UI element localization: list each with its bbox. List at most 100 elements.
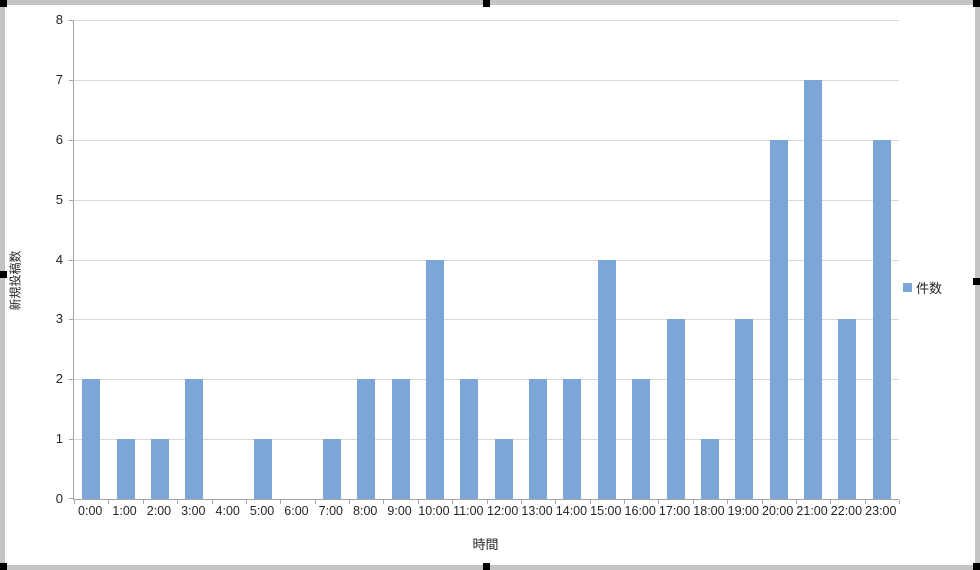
selection-handle-top-middle[interactable] [483, 0, 490, 7]
bar-20:00[interactable] [769, 139, 788, 499]
x-axis-tick [280, 500, 281, 504]
bar-22:00[interactable] [838, 319, 857, 499]
y-axis-tick-label: 8 [55, 12, 63, 27]
gridline [74, 79, 899, 81]
x-axis-tick-label: 23:00 [865, 504, 897, 518]
x-axis-tick-label: 3:00 [181, 504, 206, 518]
y-axis-tick-label: 7 [55, 71, 63, 87]
x-axis-tick-label: 7:00 [318, 504, 343, 518]
x-axis-tick-label: 2:00 [146, 504, 172, 518]
x-axis-tick [487, 500, 488, 504]
y-axis-tick [69, 439, 73, 441]
x-axis-tick-label: 13:00 [521, 504, 553, 518]
selection-handle-middle-left[interactable] [0, 271, 7, 278]
x-axis-tick-label: 18:00 [693, 504, 725, 518]
bar-17:00[interactable] [666, 319, 685, 499]
bar-11:00[interactable] [460, 379, 479, 499]
selection-handle-bottom-right[interactable] [973, 563, 980, 570]
bar-2:00[interactable] [150, 439, 169, 499]
bar-1:00[interactable] [116, 439, 135, 499]
x-axis-tick [452, 500, 453, 504]
x-axis-tick-label: 21:00 [796, 504, 828, 518]
y-axis-tick-label: 5 [55, 191, 63, 207]
x-axis-tick-label: 12:00 [487, 504, 519, 518]
bar-5:00[interactable] [254, 439, 273, 499]
x-axis-tick [555, 500, 556, 504]
bar-3:00[interactable] [185, 379, 204, 499]
bar-15:00[interactable] [597, 259, 616, 499]
x-axis-tick [658, 500, 659, 504]
chart-area: 0 1 2 3 4 5 6 7 8 0:00 1:00 2:00 3:00 4:00 5:00 6:00 7:… [5, 5, 975, 565]
y-axis-tick-label: 0 [55, 491, 63, 506]
bar-14:00[interactable] [563, 379, 582, 499]
x-axis-tick [143, 500, 144, 504]
x-axis-tick [830, 500, 831, 504]
bar-0:00[interactable] [82, 379, 101, 499]
x-axis-tick-label: 14:00 [555, 504, 588, 518]
gridline [74, 199, 899, 201]
bar-16:00[interactable] [632, 379, 651, 499]
x-axis-tick-label: 4:00 [215, 504, 240, 518]
x-axis-tick [624, 500, 625, 504]
x-axis-tick [108, 500, 109, 504]
x-axis-tick-label: 8:00 [353, 504, 378, 518]
y-axis-tick [69, 20, 73, 21]
x-axis-tick [383, 500, 384, 504]
x-axis-tick-label: 16:00 [624, 504, 656, 518]
x-axis-tick [727, 500, 728, 504]
x-axis-tick [349, 500, 350, 504]
x-axis-tick [796, 500, 797, 504]
x-axis-tick-label: 6:00 [284, 504, 309, 518]
x-axis-tick-label: 15:00 [590, 504, 622, 518]
bar-7:00[interactable] [322, 439, 341, 499]
legend-series-label: 件数 [916, 280, 943, 296]
bar-9:00[interactable] [391, 379, 410, 499]
x-axis-tick [693, 500, 694, 504]
selection-handle-bottom-left[interactable] [0, 563, 7, 570]
plot-area [69, 20, 900, 504]
bar-8:00[interactable] [357, 379, 376, 499]
x-axis-tick-label: 0:00 [78, 504, 103, 518]
x-axis-tick-label: 5:00 [249, 504, 275, 518]
y-axis-tick [69, 139, 73, 141]
selection-handle-top-right[interactable] [973, 0, 980, 7]
x-axis-tick-label: 22:00 [830, 504, 863, 518]
bar-19:00[interactable] [735, 319, 754, 499]
x-axis-tick [418, 500, 419, 504]
y-axis-tick-label: 4 [55, 251, 63, 267]
y-axis-title-text: 新規投稿数 [8, 249, 23, 311]
bar-13:00[interactable] [529, 379, 548, 499]
gridline [74, 20, 899, 21]
x-axis-tick [74, 500, 75, 504]
y-axis-tick-label: 1 [55, 431, 63, 447]
x-axis-tick-label: 19:00 [727, 504, 759, 518]
x-axis-tick [212, 500, 213, 504]
selection-handle-top-left[interactable] [0, 0, 7, 7]
x-axis-tick [899, 500, 900, 504]
gridline [74, 139, 899, 141]
y-axis-tick [69, 498, 73, 499]
bar-18:00[interactable] [700, 439, 719, 499]
selection-handle-bottom-middle[interactable] [483, 563, 490, 570]
legend[interactable]: 件数 [903, 278, 942, 296]
x-axis-tick [865, 500, 866, 504]
legend-series-swatch-icon [903, 282, 912, 292]
selection-handle-middle-right[interactable] [973, 278, 980, 285]
x-axis-tick-label: 10:00 [418, 504, 450, 518]
gridline [74, 259, 899, 261]
x-axis-tick [590, 500, 591, 504]
y-axis-tick [69, 259, 73, 261]
x-axis-tick [246, 500, 247, 504]
x-axis-tick-label: 1:00 [112, 504, 137, 518]
bar-21:00[interactable] [804, 79, 823, 499]
bar-23:00[interactable] [872, 139, 891, 499]
gridline [74, 319, 899, 321]
x-axis-tick-label: 11:00 [453, 504, 484, 518]
gridline [74, 379, 899, 381]
y-axis-labels: 0 1 2 3 4 5 6 7 8 [45, 12, 67, 506]
x-axis-tick [177, 500, 178, 504]
bar-12:00[interactable] [494, 439, 513, 499]
y-axis-tick-label: 3 [55, 311, 63, 327]
bar-10:00[interactable] [425, 259, 444, 499]
